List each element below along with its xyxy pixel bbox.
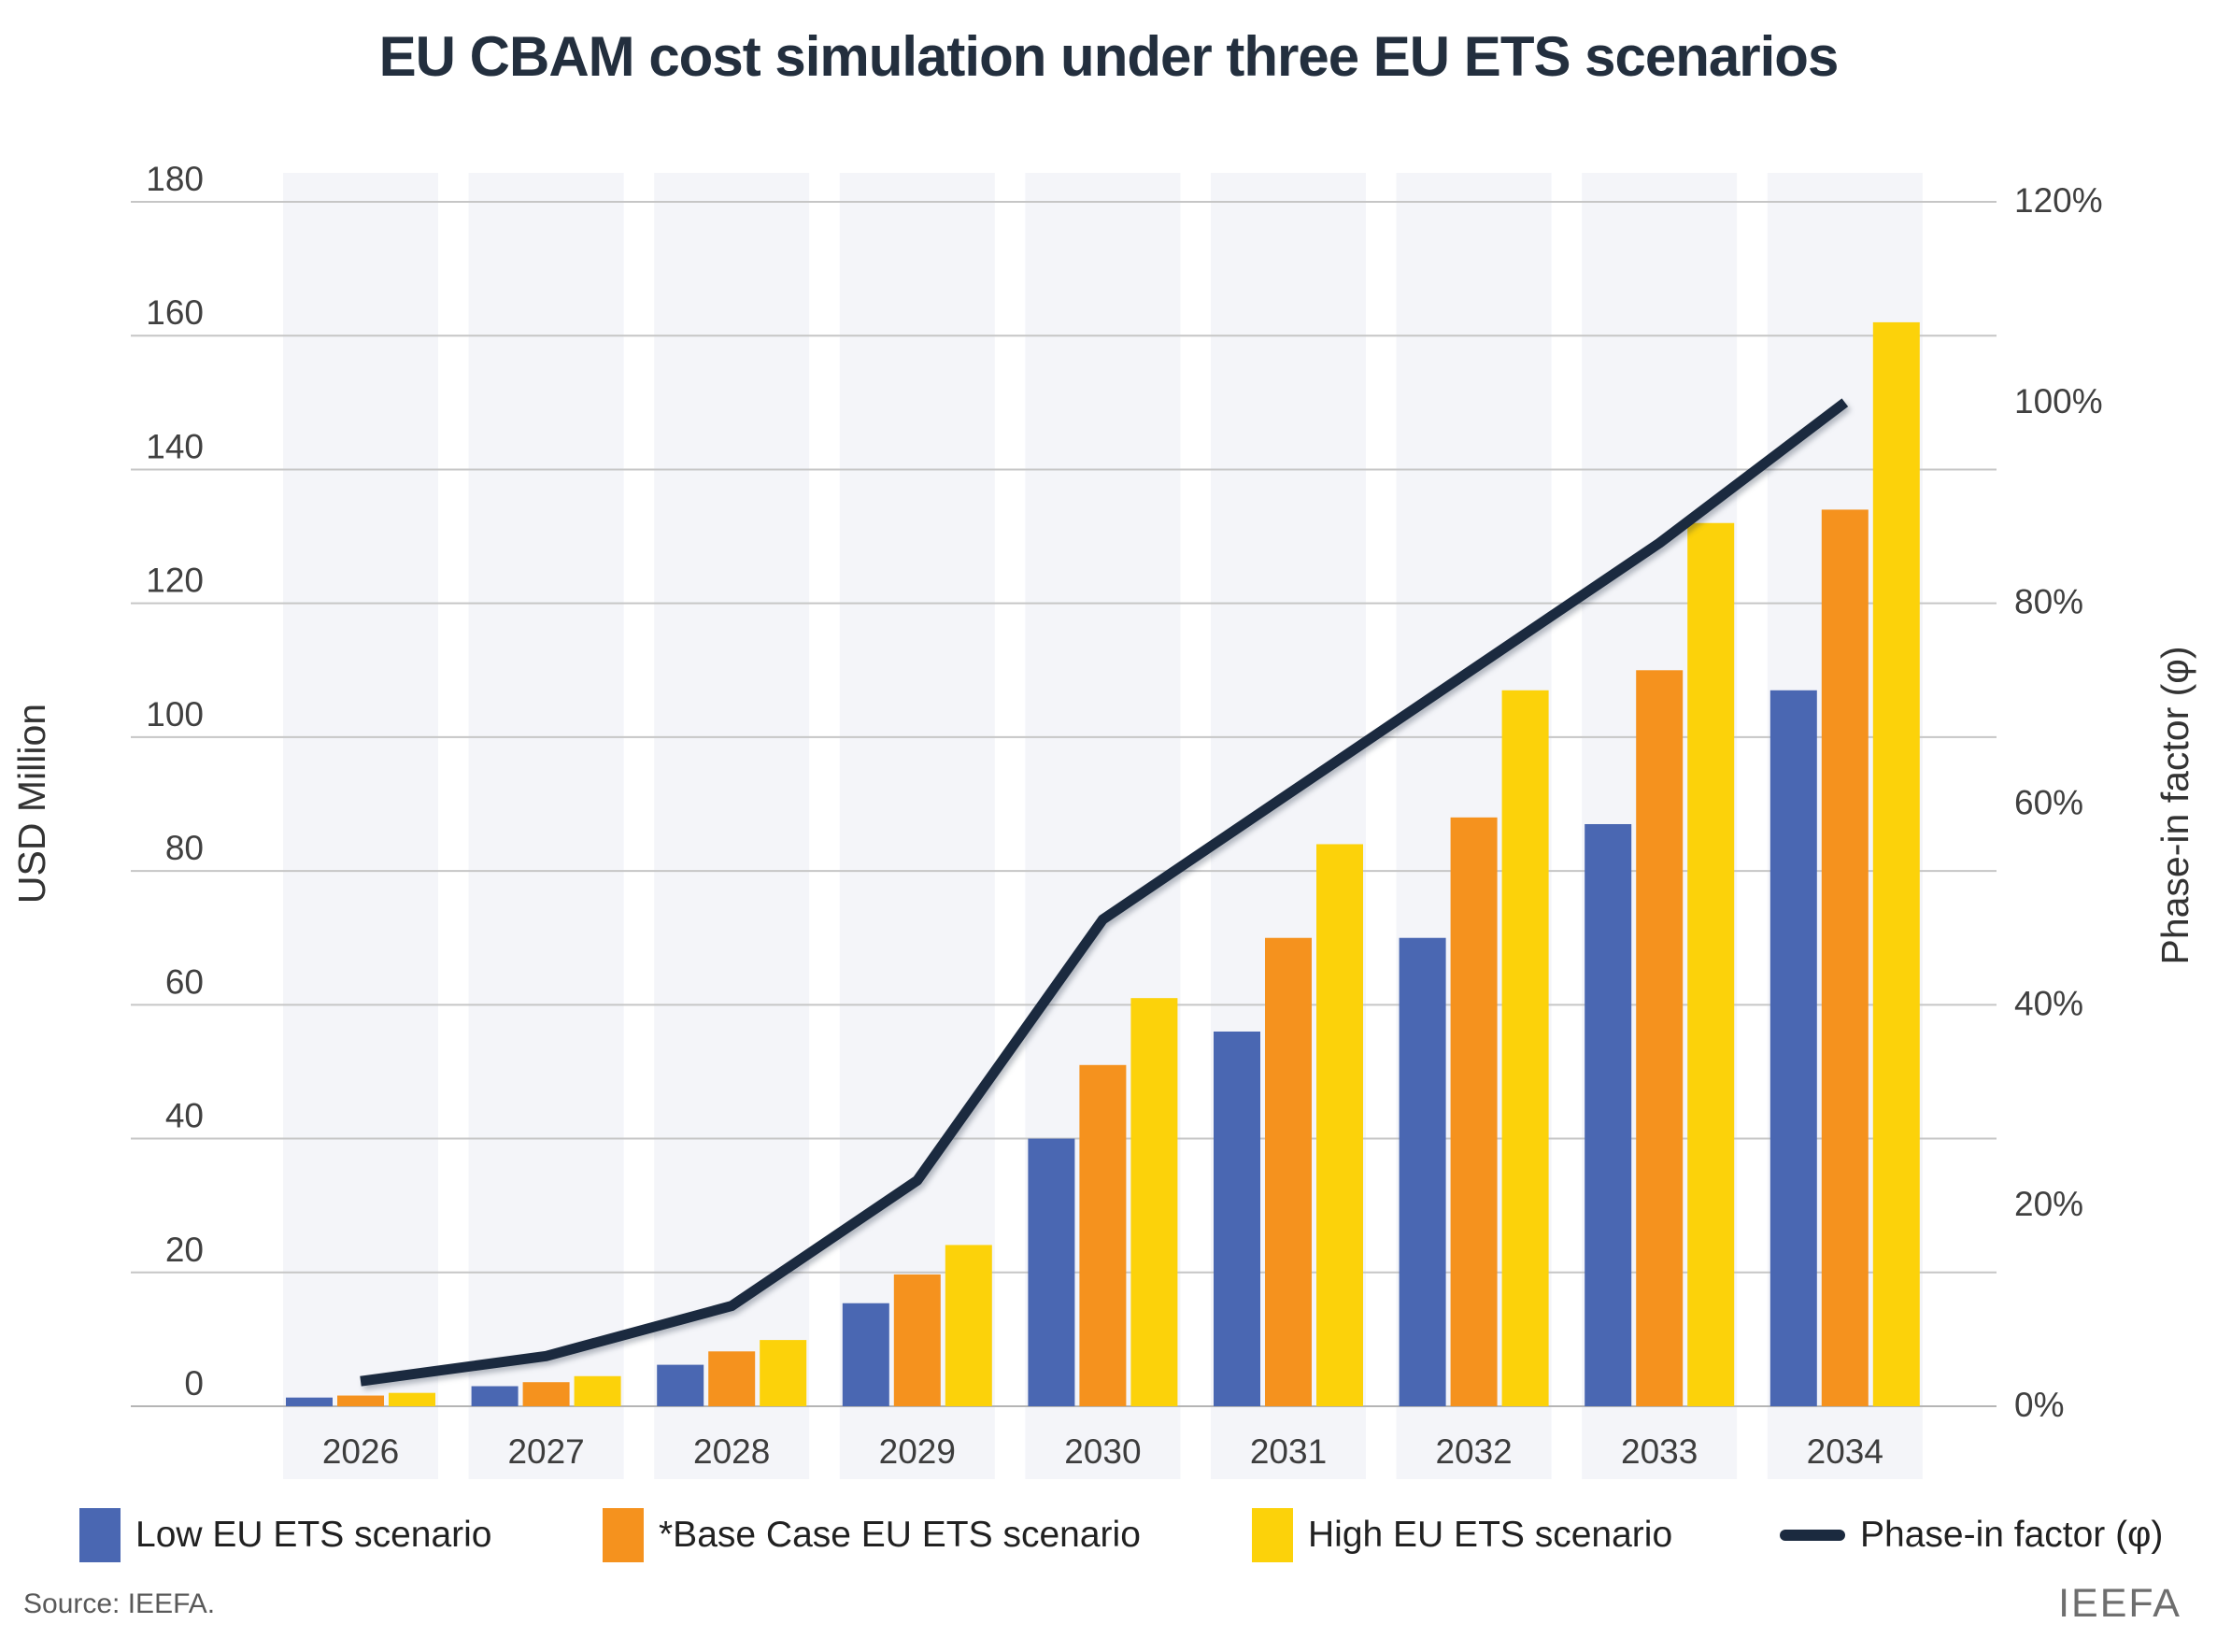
bar-2026-base (337, 1395, 384, 1406)
bar-2033-base (1636, 670, 1684, 1406)
band-2026 (283, 173, 438, 1479)
right-tick-label-0%: 0% (2014, 1386, 2064, 1424)
right-tick-label-80%: 80% (2014, 583, 2083, 621)
left-tick-label-180: 180 (146, 160, 204, 198)
bar-2028-high (760, 1340, 807, 1406)
bar-2027-base (522, 1382, 570, 1406)
legend-label-base: *Base Case EU ETS scenario (659, 1515, 1141, 1555)
right-tick-label-60%: 60% (2014, 783, 2083, 821)
left-tick-label-120: 120 (146, 562, 204, 600)
legend-swatch-base-icon (603, 1508, 644, 1562)
left-tick-label-160: 160 (146, 293, 204, 332)
bar-2034-low (1769, 690, 1817, 1406)
left-axis-title: USD Million (10, 704, 53, 904)
bar-2031-low (1214, 1031, 1260, 1406)
left-tick-label-20: 20 (165, 1231, 204, 1269)
bar-2033-high (1687, 522, 1735, 1406)
left-tick-label-40: 40 (165, 1097, 204, 1135)
legend-item-high: High EU ETS scenario (1252, 1506, 1672, 1564)
right-tick-label-100%: 100% (2014, 382, 2103, 420)
legend-label-low: Low EU ETS scenario (135, 1515, 492, 1555)
right-axis-title: Phase-in factor (φ) (2153, 646, 2196, 964)
band-2028 (654, 173, 810, 1479)
left-tick-label-0: 0 (184, 1364, 204, 1403)
bar-2029-low (842, 1303, 889, 1406)
left-tick-label-140: 140 (146, 427, 204, 465)
bar-2029-base (893, 1274, 941, 1406)
bar-2027-low (471, 1386, 519, 1406)
legend-item-base: *Base Case EU ETS scenario (603, 1506, 1141, 1564)
legend-item-low: Low EU ETS scenario (79, 1506, 492, 1564)
legend-swatch-high-icon (1252, 1508, 1293, 1562)
bar-2032-high (1501, 690, 1549, 1406)
band-2027 (468, 173, 624, 1479)
bar-2027-high (574, 1375, 621, 1406)
left-tick-label-60: 60 (165, 962, 204, 1001)
bar-2032-base (1450, 817, 1498, 1406)
year-label-2030: 2030 (1064, 1432, 1141, 1471)
left-tick-label-100: 100 (146, 695, 204, 733)
bar-2028-base (708, 1351, 756, 1406)
bar-2031-base (1265, 937, 1312, 1406)
year-label-2034: 2034 (1807, 1432, 1883, 1471)
bar-2032-low (1399, 937, 1446, 1406)
bar-2026-high (389, 1392, 435, 1406)
legend-label-high: High EU ETS scenario (1308, 1515, 1673, 1555)
year-label-2033: 2033 (1621, 1432, 1698, 1471)
legend-swatch-low-icon (79, 1508, 121, 1562)
left-tick-label-80: 80 (165, 829, 204, 867)
bar-2029-high (945, 1245, 992, 1406)
year-label-2031: 2031 (1250, 1432, 1327, 1471)
year-label-2028: 2028 (693, 1432, 770, 1471)
year-label-2027: 2027 (507, 1432, 584, 1471)
year-label-2029: 2029 (879, 1432, 956, 1471)
legend-label-phase: Phase-in factor (φ) (1860, 1515, 2164, 1555)
bar-2030-high (1130, 998, 1178, 1406)
legend-item-phase: Phase-in factor (φ) (1780, 1506, 2163, 1564)
bar-2034-base (1821, 509, 1869, 1406)
right-tick-label-40%: 40% (2014, 984, 2083, 1022)
bar-2030-base (1079, 1064, 1127, 1406)
year-label-2026: 2026 (322, 1432, 399, 1471)
year-label-2032: 2032 (1435, 1432, 1512, 1471)
right-tick-label-120%: 120% (2014, 181, 2103, 220)
bar-2028-low (657, 1364, 704, 1406)
right-tick-label-20%: 20% (2014, 1185, 2083, 1223)
bar-2034-high (1872, 321, 1920, 1407)
source-note: Source: IEEFA. (23, 1588, 216, 1619)
bar-2030-low (1028, 1138, 1075, 1406)
ieefa-logo-text: IEEFA (2058, 1581, 2181, 1626)
bar-2033-low (1585, 823, 1632, 1406)
phase-in-factor-line (360, 398, 1849, 1387)
bar-2026-low (286, 1397, 333, 1406)
legend-dash-icon (1780, 1530, 1845, 1541)
chart-title: EU CBAM cost simulation under three EU E… (378, 25, 1840, 88)
bar-2031-high (1316, 844, 1363, 1406)
